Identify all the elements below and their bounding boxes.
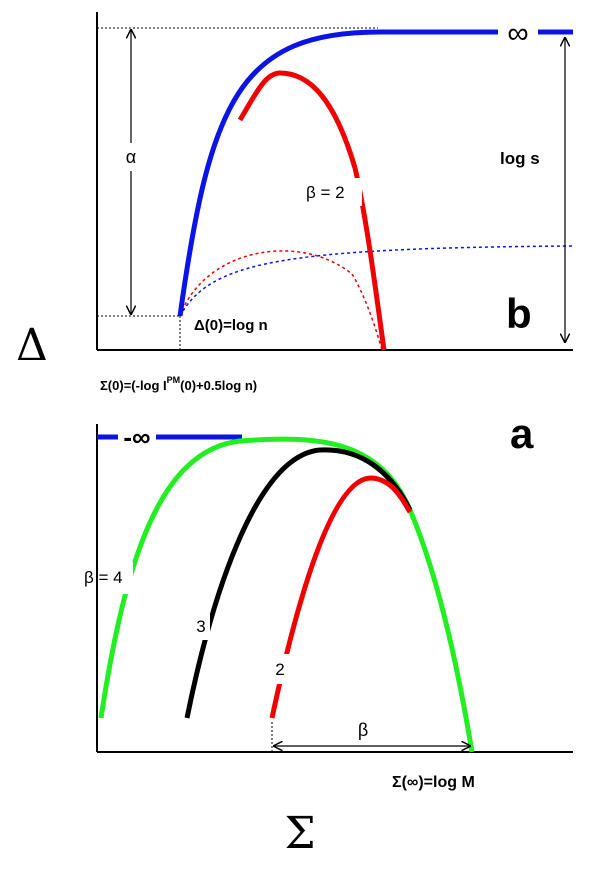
panel-a-label: a (510, 410, 534, 457)
delta0-label: Δ(0)=log n (194, 317, 268, 334)
beta-4-label: β = 4 (84, 568, 123, 587)
blue-dotted-curve (179, 245, 574, 317)
green-beta-4-curve (98, 436, 475, 753)
panel-b-label: b (506, 290, 532, 337)
red-beta-2-curve (237, 70, 387, 351)
red-beta-2-curve-a (269, 475, 413, 719)
black-beta-3-curve (184, 447, 413, 719)
log-s-label: log s (500, 149, 540, 168)
panel-a: -∞ β β = 4 3 2 a Σ(∞)=log M (84, 410, 573, 791)
sigma0-superscript: PM (167, 375, 181, 385)
sigma-inf-label: Σ(∞)=log M (392, 774, 475, 791)
minus-infinity-label: -∞ (123, 422, 150, 452)
sigma0-text-end: (0)+0.5log n) (180, 378, 257, 393)
beta-2-label: β = 2 (306, 183, 345, 202)
red-dotted-curve (179, 250, 383, 351)
sigma0-label: Σ(0)=(-log IPM(0)+0.5log n) (100, 375, 257, 393)
panel-b: α log s ∞ β = 2 Δ(0)=log n b (96, 12, 574, 351)
beta-label: β (358, 720, 368, 740)
sigma0-text: Σ(0)=(-log I (100, 378, 167, 393)
blue-beta-infinity-curve (177, 29, 573, 317)
alpha-label: α (126, 147, 136, 167)
x-axis-symbol: Σ (284, 808, 315, 859)
curve-2-label: 2 (275, 660, 284, 679)
curve-3-label: 3 (196, 617, 205, 636)
infinity-label: ∞ (507, 17, 528, 50)
y-axis-symbol: Δ (16, 320, 48, 371)
